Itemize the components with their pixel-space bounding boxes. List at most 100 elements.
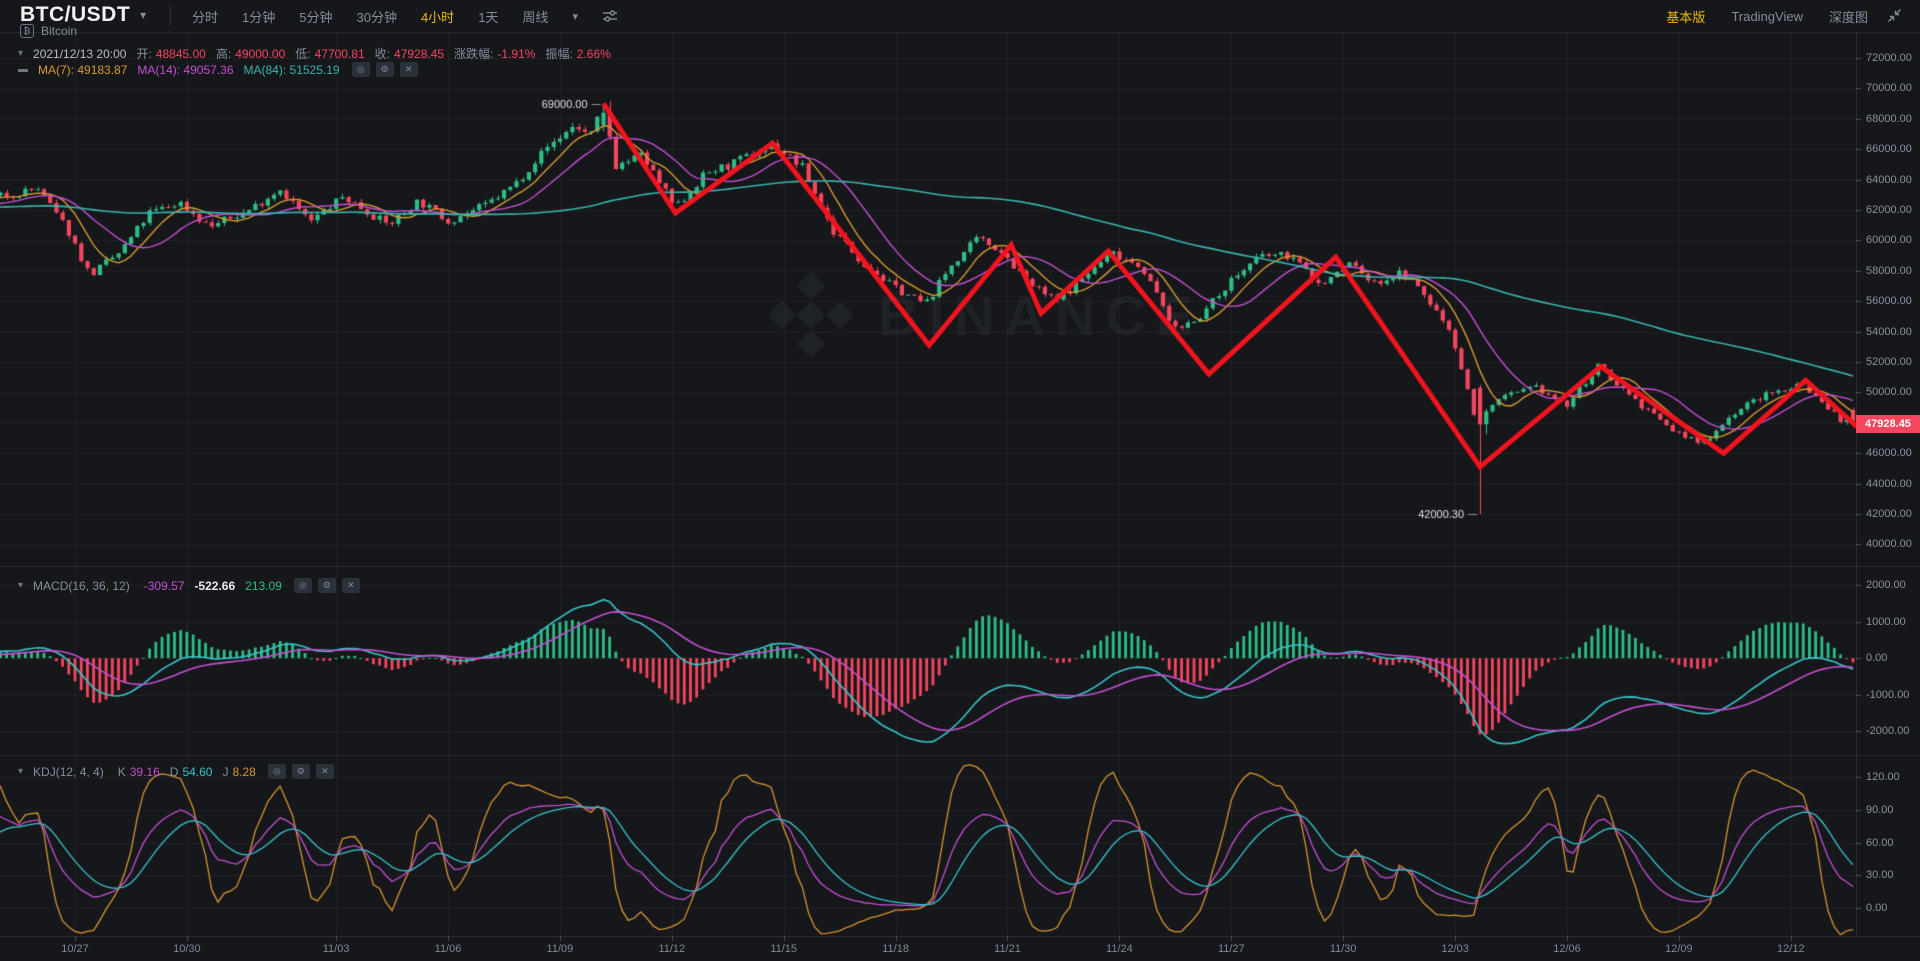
macd-dea-value: -522.66 xyxy=(194,578,236,593)
price-tick-label: 56000.00 xyxy=(1866,295,1912,308)
low-value: 47700.81 xyxy=(314,46,365,61)
interval-tab[interactable]: 5分钟 xyxy=(299,9,333,25)
interval-tab[interactable]: 1天 xyxy=(478,9,499,25)
price-tick-label: 58000.00 xyxy=(1866,264,1912,277)
price-tick-label: 54000.00 xyxy=(1866,325,1912,338)
time-tick-label: 11/03 xyxy=(322,943,350,955)
view-tab[interactable]: TradingView xyxy=(1731,8,1803,24)
interval-tabs: 分时 1分钟 5分钟 30分钟 4小时 1天 周线 ▾ xyxy=(192,0,618,32)
macd-indicator-buttons: ◎ ⚙ ✕ xyxy=(293,578,360,593)
time-tick-label: 11/15 xyxy=(770,943,798,955)
price-tick-label: 30.00 xyxy=(1866,869,1894,882)
price-tick-label: -1000.00 xyxy=(1866,688,1910,701)
eye-icon[interactable]: ◎ xyxy=(293,578,312,593)
gear-icon[interactable]: ⚙ xyxy=(291,764,310,779)
open-value: 48845.00 xyxy=(155,46,206,61)
ma14-label: MA(14): xyxy=(137,62,181,77)
price-tick-label: 64000.00 xyxy=(1866,173,1912,186)
kdj-indicator-buttons: ◎ ⚙ ✕ xyxy=(267,764,334,779)
view-tab[interactable]: 深度图 xyxy=(1828,9,1868,25)
ma-row-marker[interactable]: ▬ xyxy=(18,64,28,75)
macd-label: MACD(16, 36, 12) xyxy=(33,578,130,593)
ma84-value: 51525.19 xyxy=(289,62,340,77)
interval-tab[interactable]: 30分钟 xyxy=(356,9,397,25)
time-tick-label: 12/03 xyxy=(1441,943,1469,955)
price-tick-label: 90.00 xyxy=(1866,803,1894,816)
view-tab[interactable]: 基本版 xyxy=(1666,9,1706,25)
kdj-j-label: J xyxy=(222,764,229,779)
price-axis[interactable]: 72000.00 70000.00 68000.00 66000.00 64000.00… xyxy=(1856,32,1920,936)
chart-settings-icon[interactable] xyxy=(602,9,618,23)
kdj-j-value: 8.28 xyxy=(232,764,256,779)
price-tick-label: 68000.00 xyxy=(1866,112,1912,125)
price-tick-label: 2000.00 xyxy=(1866,579,1906,592)
time-tick-label: 10/27 xyxy=(61,943,89,955)
time-tick-label: 11/27 xyxy=(1217,943,1245,955)
collapse-row-caret[interactable]: ▾ xyxy=(18,48,24,59)
time-tick-label: 11/24 xyxy=(1106,943,1133,955)
kdj-label: KDJ(12, 4, 4) xyxy=(33,764,104,779)
interval-tab[interactable]: 周线 xyxy=(522,9,549,25)
interval-tab[interactable]: 1分钟 xyxy=(242,9,276,25)
eye-icon[interactable]: ◎ xyxy=(351,62,370,77)
kdj-legend-row: ▾ KDJ(12, 4, 4) K 39.16 D 54.60 J 8.28 ◎… xyxy=(18,764,334,779)
interval-tab[interactable]: 4小时 xyxy=(420,9,455,25)
price-tick-label: 0.00 xyxy=(1866,902,1888,914)
eye-icon[interactable]: ◎ xyxy=(267,764,286,779)
ma-legend-row: ▬ MA(7): 49183.87 MA(14): 49057.36 MA(84… xyxy=(18,62,418,77)
time-tick-label: 11/18 xyxy=(882,943,909,955)
time-tick-label: 11/09 xyxy=(546,943,574,955)
ma14-value: 49057.36 xyxy=(183,62,234,77)
macd-dif-value: -309.57 xyxy=(143,578,185,593)
high-label: 高: xyxy=(215,47,232,61)
close-label: 收: xyxy=(374,47,391,61)
price-tick-label: 46000.00 xyxy=(1866,447,1912,460)
amplitude-label: 振幅: xyxy=(545,47,573,61)
amplitude-value: 2.66% xyxy=(576,46,611,61)
gear-icon[interactable]: ⚙ xyxy=(375,62,394,77)
close-icon[interactable]: ✕ xyxy=(399,62,418,77)
view-mode-tabs: 基本版 TradingView 深度图 xyxy=(1666,0,1868,32)
price-tick-label: 66000.00 xyxy=(1866,143,1912,156)
time-tick-label: 11/21 xyxy=(994,943,1021,955)
time-tick-label: 12/06 xyxy=(1553,943,1581,955)
collapse-chart-icon[interactable] xyxy=(1887,8,1902,23)
kdj-k-value: 39.16 xyxy=(129,764,160,779)
time-tick-label: 11/06 xyxy=(434,943,462,955)
price-tick-label: 60.00 xyxy=(1866,836,1894,849)
close-icon[interactable]: ✕ xyxy=(315,764,334,779)
macd-row-caret[interactable]: ▾ xyxy=(18,580,24,591)
symbol-selector[interactable]: BTC/USDT ▾ xyxy=(20,3,146,27)
time-tick-label: 12/12 xyxy=(1777,943,1805,955)
time-tick-label: 11/12 xyxy=(658,943,686,955)
price-tick-label: 1000.00 xyxy=(1866,615,1906,628)
ma7-label: MA(7): xyxy=(38,62,74,77)
time-tick-label: 12/09 xyxy=(1665,943,1693,955)
price-tick-label: 70000.00 xyxy=(1866,82,1912,95)
price-tick-label: 62000.00 xyxy=(1866,204,1912,216)
price-tick-label: 42000.00 xyxy=(1866,508,1912,520)
change-label: 涨跌幅: xyxy=(454,47,494,61)
close-value: 47928.45 xyxy=(394,46,445,61)
high-value: 49000.00 xyxy=(235,46,286,61)
interval-dropdown-caret[interactable]: ▾ xyxy=(572,10,578,23)
price-tick-label: 0.00 xyxy=(1866,652,1888,665)
toolbar-divider xyxy=(170,6,171,26)
price-tick-label: 52000.00 xyxy=(1866,356,1912,368)
kdj-d-label: D xyxy=(169,764,179,779)
kdj-row-caret[interactable]: ▾ xyxy=(18,766,24,777)
bitcoin-icon: ₿ xyxy=(20,24,34,38)
low-label: 低: xyxy=(295,47,311,61)
ma7-value: 49183.87 xyxy=(77,62,128,77)
kdj-d-value: 54.60 xyxy=(182,764,213,779)
time-axis[interactable]: 10/27 10/30 11/03 11/06 11/09 11/12 11/15 11/18… xyxy=(0,936,1920,961)
symbol-title[interactable]: BTC/USDT xyxy=(20,3,131,26)
gear-icon[interactable]: ⚙ xyxy=(317,578,336,593)
coin-name: Bitcoin xyxy=(41,24,78,38)
price-tick-label: 40000.00 xyxy=(1866,538,1912,551)
interval-tab[interactable]: 分时 xyxy=(192,9,219,25)
coin-info-row: ₿ Bitcoin xyxy=(18,24,77,38)
symbol-dropdown-caret[interactable]: ▾ xyxy=(140,8,147,22)
close-icon[interactable]: ✕ xyxy=(341,578,360,593)
